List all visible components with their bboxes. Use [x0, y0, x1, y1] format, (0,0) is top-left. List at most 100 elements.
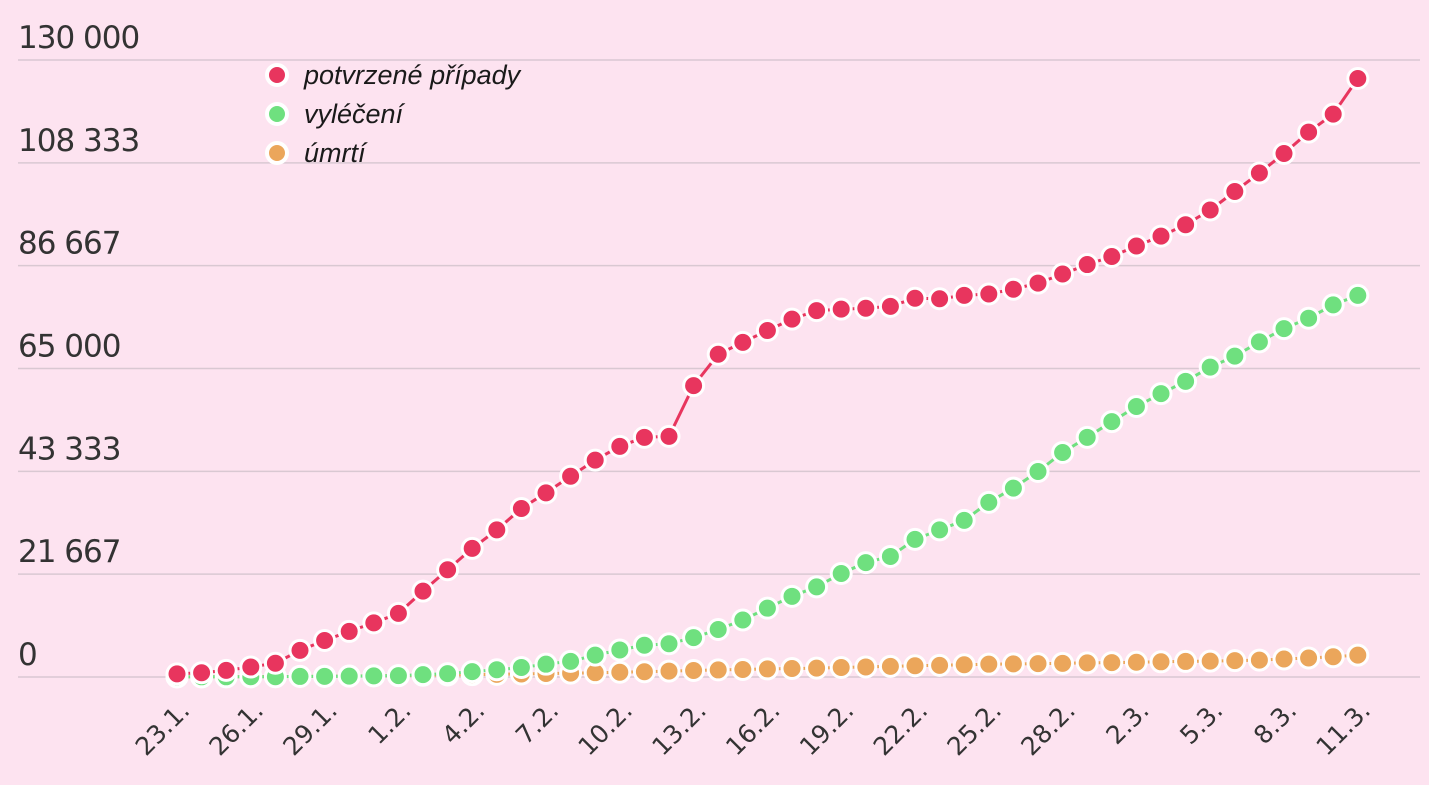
data-point-0	[559, 464, 583, 488]
x-tick-label: 2.3.	[1100, 696, 1154, 750]
data-point-1	[559, 649, 583, 673]
data-point-1	[1346, 283, 1370, 307]
data-point-2	[928, 653, 952, 677]
data-point-2	[952, 653, 976, 677]
data-point-0	[608, 434, 632, 458]
x-tick-label: 29.1.	[277, 696, 342, 761]
data-point-0	[1026, 271, 1050, 295]
data-point-1	[1026, 459, 1050, 483]
data-point-2	[854, 655, 878, 679]
data-point-0	[1247, 161, 1271, 185]
x-tick-label: 10.2.	[573, 696, 638, 761]
data-point-2	[1075, 651, 1099, 675]
legend-marker-0	[265, 63, 289, 87]
data-point-0	[583, 448, 607, 472]
data-point-1	[411, 663, 435, 687]
data-point-1	[1001, 476, 1025, 500]
data-point-0	[288, 638, 312, 662]
series-1	[165, 283, 1370, 689]
data-point-0	[165, 662, 189, 686]
data-point-0	[1124, 234, 1148, 258]
data-point-1	[386, 664, 410, 688]
data-point-1	[485, 658, 509, 682]
legend: potvrzené případy vyléčení úmrtí	[265, 60, 522, 168]
data-point-1	[583, 643, 607, 667]
data-point-1	[682, 626, 706, 650]
data-point-0	[362, 611, 386, 635]
legend-item-0[interactable]: potvrzené případy	[265, 60, 522, 90]
data-point-1	[731, 608, 755, 632]
legend-label-0: potvrzené případy	[303, 60, 522, 90]
x-tick-label: 28.2.	[1015, 696, 1080, 761]
data-point-0	[1001, 277, 1025, 301]
data-point-0	[534, 481, 558, 505]
data-point-0	[805, 299, 829, 323]
data-point-0	[952, 283, 976, 307]
data-point-1	[1198, 355, 1222, 379]
data-point-0	[386, 601, 410, 625]
y-tick-label: 108 333	[18, 123, 139, 159]
y-tick-label: 21 667	[18, 534, 120, 570]
data-point-1	[362, 664, 386, 688]
legend-label-2: úmrtí	[304, 138, 368, 168]
data-point-0	[829, 297, 853, 321]
data-point-0	[657, 424, 681, 448]
data-point-1	[509, 656, 533, 680]
data-point-2	[1247, 648, 1271, 672]
data-point-2	[903, 654, 927, 678]
data-point-1	[460, 660, 484, 684]
data-point-0	[214, 658, 238, 682]
data-point-0	[337, 619, 361, 643]
data-point-1	[706, 618, 730, 642]
data-point-0	[731, 330, 755, 354]
data-point-1	[288, 664, 312, 688]
data-point-0	[632, 425, 656, 449]
data-point-2	[1321, 645, 1345, 669]
x-tick-label: 5.3.	[1174, 696, 1228, 750]
data-point-2	[1198, 649, 1222, 673]
data-point-0	[854, 296, 878, 320]
data-point-0	[1149, 224, 1173, 248]
data-point-2	[706, 658, 730, 682]
data-point-0	[1346, 67, 1370, 91]
data-point-0	[1051, 262, 1075, 286]
data-point-1	[1075, 425, 1099, 449]
data-point-0	[1174, 213, 1198, 237]
data-point-1	[1297, 306, 1321, 330]
data-point-2	[755, 657, 779, 681]
data-point-1	[952, 508, 976, 532]
data-point-2	[1124, 650, 1148, 674]
legend-item-2[interactable]: úmrtí	[265, 138, 368, 168]
data-point-2	[1149, 650, 1173, 674]
data-point-1	[1051, 441, 1075, 465]
data-point-0	[928, 287, 952, 311]
data-point-0	[509, 497, 533, 521]
data-point-1	[1174, 369, 1198, 393]
data-point-0	[1321, 102, 1345, 126]
data-point-2	[731, 657, 755, 681]
data-point-2	[878, 654, 902, 678]
data-point-2	[1346, 643, 1370, 667]
data-point-0	[263, 651, 287, 675]
x-tick-label: 19.2.	[794, 696, 859, 761]
data-point-1	[755, 596, 779, 620]
data-point-1	[657, 632, 681, 656]
x-tick-label: 7.2.	[510, 696, 564, 750]
data-point-0	[1272, 141, 1296, 165]
data-point-0	[1223, 179, 1247, 203]
data-point-1	[337, 664, 361, 688]
data-point-0	[755, 319, 779, 343]
data-point-1	[1272, 317, 1296, 341]
legend-item-1[interactable]: vyléčení	[265, 99, 406, 129]
data-point-1	[1321, 293, 1345, 317]
data-point-1	[903, 527, 927, 551]
data-point-1	[1223, 344, 1247, 368]
data-point-2	[682, 658, 706, 682]
data-point-2	[1174, 649, 1198, 673]
data-point-1	[977, 490, 1001, 514]
data-point-0	[903, 286, 927, 310]
data-point-1	[1149, 382, 1173, 406]
data-point-1	[878, 544, 902, 568]
x-tick-label: 16.2.	[720, 696, 785, 761]
data-point-2	[1223, 649, 1247, 673]
